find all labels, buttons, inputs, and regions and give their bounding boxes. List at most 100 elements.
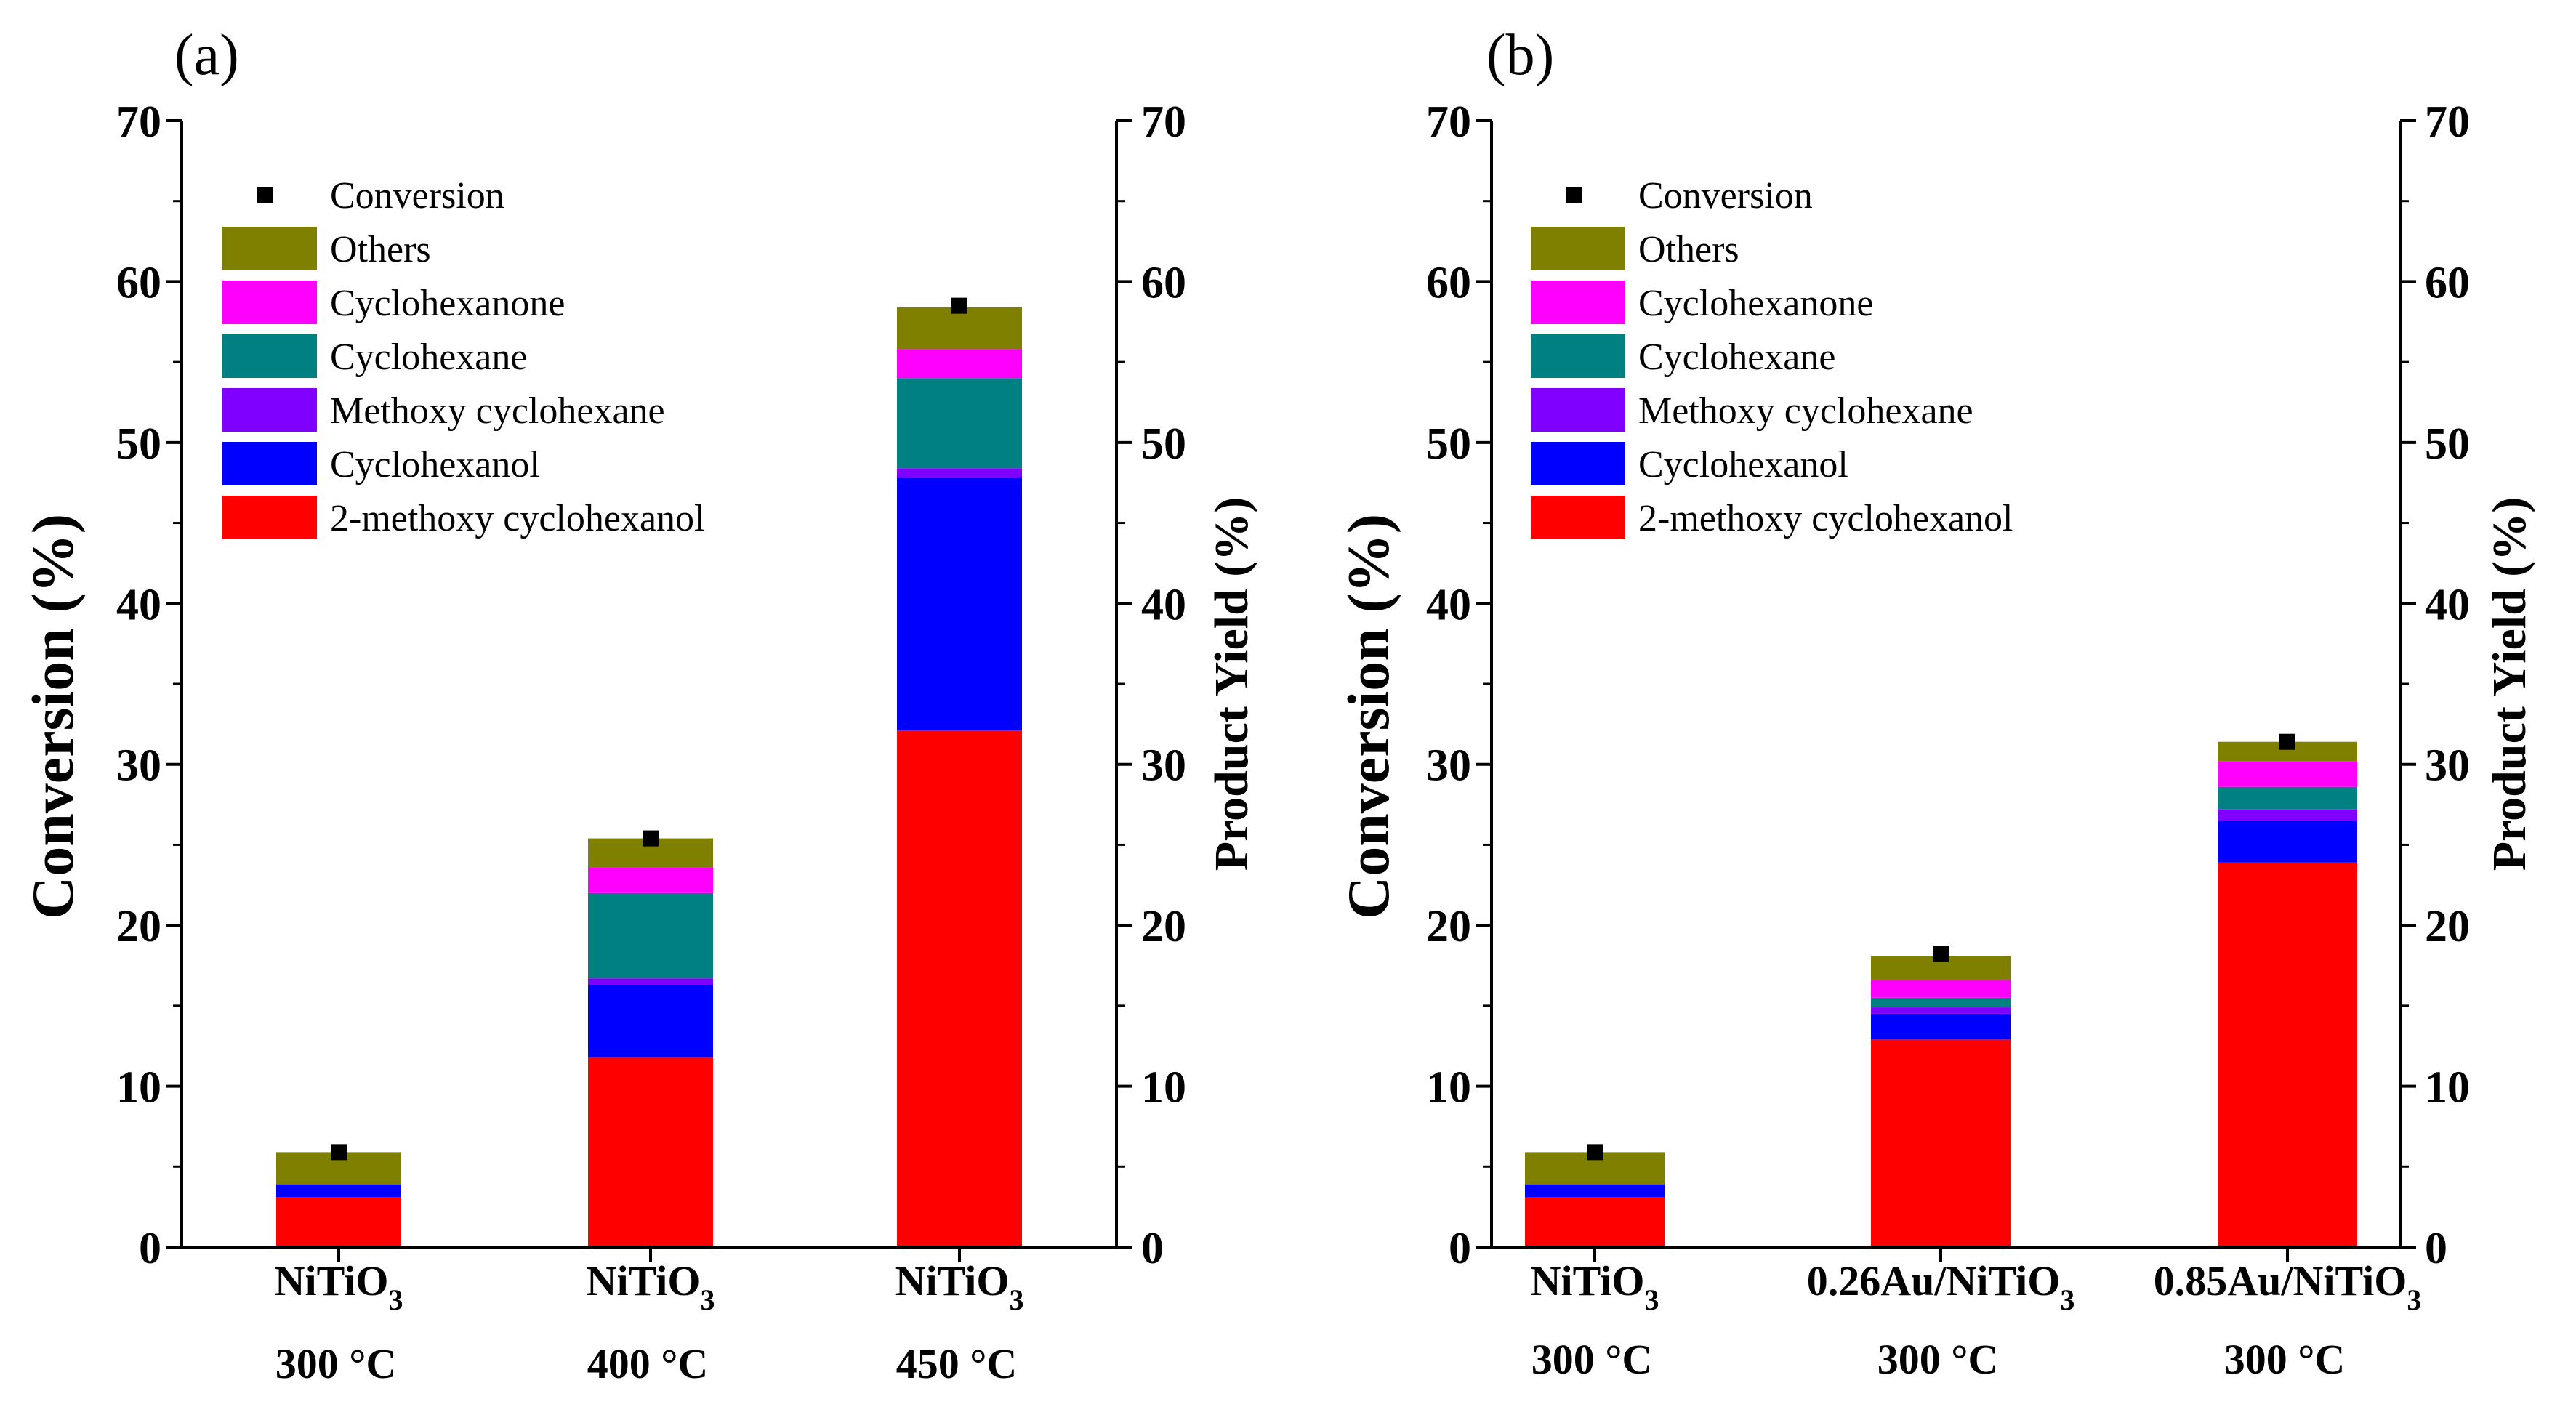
legend-label: Cyclohexanone [330,283,565,324]
legend-swatch [222,496,317,539]
bar-segment [2218,821,2357,863]
legend-label: Cyclohexanol [330,444,540,485]
bar-segment [2218,809,2357,821]
x-tick-label-line2: 300 °C [2224,1336,2346,1383]
legend: Conversion Others Cyclohexanone Cyclohexane… [222,175,705,539]
y2-tick-label: 40 [1141,580,1186,629]
y-tick-label: 50 [116,419,161,469]
bar-segment [276,1184,401,1198]
legend-swatch [1531,388,1625,432]
bar-segment [276,1197,401,1247]
y-axis-title: Conversion (%) [1335,514,1401,919]
bar-segment [897,349,1022,379]
y-tick-label: 30 [116,741,161,791]
y2-tick-label: 70 [2425,97,2470,147]
bar-segment [2218,786,2357,810]
bar-segment [1871,1039,2011,1247]
bar-segment [897,307,1022,350]
y-tick-label: 70 [1426,97,1471,147]
x-tick-label: NiTiO3 [587,1257,715,1316]
y2-tick-label: 70 [1141,97,1186,147]
panel-label: (a) [174,23,239,87]
panel-label: (b) [1486,23,1554,87]
y2-tick-label: 0 [2425,1224,2447,1273]
y-tick-label: 50 [1426,419,1471,469]
legend-label: Cyclohexanone [1638,283,1873,324]
bar-segment [897,468,1022,478]
legend-swatch [222,334,317,378]
y2-tick-label: 10 [1141,1063,1186,1113]
y2-tick-label: 50 [1141,419,1186,469]
y-tick-label: 0 [139,1224,161,1273]
x-tick-label: NiTiO3 [895,1257,1024,1316]
conversion-point [331,1144,347,1161]
legend: Conversion Others Cyclohexanone Cyclohexane… [1531,175,2013,539]
y2-axis-title: Product Yield (%) [2483,497,2536,871]
legend-swatch [1531,227,1625,270]
conversion-point [1933,946,1949,962]
conversion-point [643,830,659,847]
x-tick-label: 0.85Au/NiTiO3 [2154,1257,2422,1316]
bar-segment [588,1057,713,1247]
x-tick-label: 0.26Au/NiTiO3 [1807,1257,2075,1316]
legend-label: Cyclohexane [1638,336,1835,378]
x-tick-label: NiTiO3 [1531,1257,1659,1316]
y-tick-label: 20 [116,902,161,951]
bar-segment [1871,1013,2011,1040]
legend-label: Others [1638,229,1739,270]
legend-swatch [1531,496,1625,539]
y2-tick-label: 50 [2425,419,2470,469]
bar-segment [1871,980,2011,998]
legend-label: Others [330,229,431,270]
legend-marker [257,187,273,203]
y2-tick-label: 40 [2425,580,2470,629]
y2-tick-label: 60 [1141,258,1186,307]
y-tick-label: 10 [116,1063,161,1113]
bar-segment [588,985,713,1057]
legend-label: Conversion [1638,175,1813,217]
legend-swatch [1531,281,1625,324]
y2-tick-label: 60 [2425,258,2470,307]
legend-label: Methoxy cyclohexane [1638,390,1973,432]
bar-segment [1525,1184,1665,1198]
legend-swatch [222,388,317,432]
bar-segment [897,730,1022,1247]
x-tick-label-line2: 300 °C [275,1340,397,1387]
y-tick-label: 60 [1426,258,1471,307]
y2-tick-label: 10 [2425,1063,2470,1113]
legend-label: Cyclohexane [330,336,527,378]
legend-swatch [222,442,317,485]
legend-swatch [1531,334,1625,378]
y-tick-label: 0 [1449,1224,1471,1273]
legend-swatch [1531,442,1625,485]
x-tick-label-line2: 400 °C [587,1340,709,1387]
conversion-point [1587,1144,1603,1161]
x-tick-label: NiTiO3 [275,1257,403,1316]
bar-segment [588,978,713,985]
x-tick-label-line2: 300 °C [1877,1336,1999,1383]
bar-segment [588,892,713,979]
panel-b: (b) 0 0 10 10 20 20 30 30 40 40 50 50 60 60 70 70 NiTiO3 3… [1335,23,2536,1383]
legend-label: 2-methoxy cyclohexanol [1638,498,2013,539]
bar-segment [1871,1007,2011,1014]
legend-swatch [222,227,317,270]
y2-axis-title: Product Yield (%) [1205,497,1258,871]
bar-segment [2218,862,2357,1247]
y-tick-label: 70 [116,97,161,147]
bar-segment [1525,1197,1665,1247]
y2-tick-label: 0 [1141,1224,1164,1273]
y2-tick-label: 30 [2425,741,2470,791]
conversion-point [2279,733,2295,750]
legend-marker [1566,187,1582,203]
legend-label: Methoxy cyclohexane [330,390,665,432]
bar-segment [2218,761,2357,787]
y-tick-label: 60 [116,258,161,307]
bar-segment [588,867,713,893]
y-tick-label: 10 [1426,1063,1471,1113]
legend-label: Conversion [330,175,504,217]
y2-tick-label: 20 [1141,902,1186,951]
y-tick-label: 20 [1426,902,1471,951]
bar-segment [1871,997,2011,1008]
y-tick-label: 40 [116,580,161,629]
